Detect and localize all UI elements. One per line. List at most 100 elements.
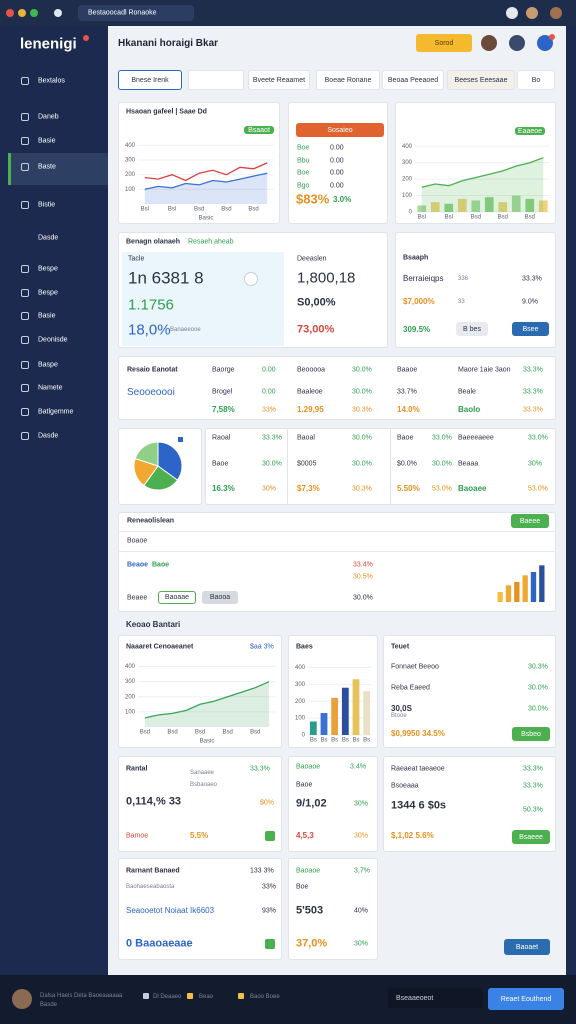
cell-value: 30.0% (352, 434, 372, 442)
button[interactable]: Sorod (416, 34, 472, 52)
cell-value: 33.0% (528, 434, 548, 442)
button[interactable]: Boeae Ronane (316, 70, 380, 90)
nav-item[interactable]: Dasde (38, 234, 59, 242)
cell-value: 53.0% (528, 485, 548, 493)
nav-indicator (8, 153, 11, 185)
nav-item[interactable]: Baspe (38, 361, 58, 369)
text: Seaooetot Noiaat Ik6603 (126, 906, 215, 915)
button[interactable]: Bnese Irenk (118, 70, 182, 90)
nav-item[interactable]: Daneb (38, 113, 59, 121)
cell-value: 30.0% (352, 388, 372, 396)
row-label: Boe (297, 144, 310, 152)
text: Rantal (126, 765, 148, 773)
nav-icon (21, 201, 29, 209)
icon (54, 9, 62, 17)
text: 3,7% (354, 867, 370, 875)
cell-label: Baolo (458, 405, 481, 414)
row-value: 33 (458, 299, 465, 305)
footer-link: Beao (199, 994, 214, 1000)
x-tick-label: Bsd (167, 730, 177, 736)
nav-item[interactable]: Basie (38, 137, 56, 145)
tab-title: Bestaoocadl Ronaoke (88, 9, 157, 17)
x-tick-label: Bsd (525, 215, 535, 221)
x-tick-label: Bsd (223, 730, 233, 736)
divider (118, 551, 556, 552)
button[interactable]: Bsbeo (512, 727, 550, 741)
row-label: Reba Eaeed (391, 684, 430, 692)
row-value: 9.0% (522, 298, 538, 306)
pie-slice (134, 441, 159, 467)
nav-item[interactable]: Dasde (38, 432, 59, 440)
link: Banaeeooe (170, 327, 201, 333)
cell-value: 30.0% (352, 366, 372, 374)
nav-item[interactable]: Batlgemme (38, 408, 74, 416)
y-tick-label: 100 (402, 193, 413, 199)
button[interactable]: Beeses Eeesaae (447, 70, 515, 90)
nav-item[interactable]: Bextalos (38, 77, 65, 85)
avatar (506, 7, 518, 19)
button[interactable]: Baeee (511, 514, 549, 528)
button[interactable]: Baoaae (158, 591, 196, 604)
button[interactable]: Bveete Reaamet (248, 70, 310, 90)
y-tick-label: 300 (125, 158, 136, 164)
footer-link: Baoo Boee (250, 994, 280, 1000)
button[interactable]: Reaet Eouthend (488, 988, 564, 1010)
cell-label: Beaaa (458, 460, 479, 468)
cell-label: Baorge (212, 366, 235, 374)
button[interactable]: Bsee (512, 322, 549, 336)
button[interactable]: Bsaeee (512, 830, 550, 844)
cell-label: Baeeeaeee (458, 434, 494, 442)
button[interactable]: Sosaieo (296, 123, 384, 137)
y-tick-label: 100 (295, 716, 306, 722)
cell-value: 33.3% (523, 366, 543, 374)
x-tick-label: Bsd (195, 730, 205, 736)
cell-label: 16.3% (212, 484, 235, 493)
cell-value: 33.3% (523, 406, 543, 414)
nav-item[interactable]: Bistie (38, 201, 56, 209)
cell-label: 5.50% (397, 484, 420, 493)
stat-value: 1.1756 (128, 296, 174, 314)
y-tick-label: 200 (295, 699, 306, 705)
button[interactable]: Bsaaot (244, 126, 274, 134)
nav-icon (21, 163, 29, 171)
x-tick-label: Bs (320, 738, 327, 744)
nav-item[interactable]: Deonisde (38, 336, 68, 344)
nav-item[interactable]: Bespe (38, 289, 58, 297)
row-value: 30.0% (353, 594, 373, 602)
search-input[interactable]: Bseaaeoeot (388, 988, 483, 1008)
bar (471, 200, 481, 212)
y-tick-label: 400 (125, 664, 136, 670)
row-value: 30.0% (528, 705, 548, 713)
button[interactable]: Eaaeoe (515, 127, 545, 135)
text: Bamoe (126, 832, 149, 840)
row-value: 30.0% (528, 684, 548, 692)
button[interactable]: Baooa (202, 591, 238, 604)
x-tick-label: Bs (331, 738, 338, 744)
row-label: Btooe (391, 713, 407, 719)
cell-value: 33% (262, 406, 277, 414)
button[interactable]: Baoaet (504, 939, 550, 955)
nav-item[interactable]: Bespe (38, 265, 58, 273)
cell-label: 1.29,95 (297, 405, 324, 414)
nav-icon (21, 113, 29, 121)
cell-value: 33.3% (523, 388, 543, 396)
text: 0 Baaoaeaae (126, 937, 193, 950)
card-title: Reneaolislean (127, 517, 175, 525)
window-control (30, 9, 38, 17)
button[interactable]: Bo (517, 70, 555, 90)
y-tick-label: 400 (295, 665, 306, 671)
user-name: Dalsa Haeis Deta Baoeaaaaaa (40, 993, 123, 999)
x-axis-label: Basic (200, 739, 215, 745)
nav-item[interactable]: Namete (38, 384, 63, 392)
x-tick-label: Bsd (498, 215, 508, 221)
tab-blank (188, 70, 244, 90)
nav-item[interactable]: Baste (38, 163, 56, 171)
text: 30% (354, 800, 369, 808)
button[interactable]: Beoaa Peeaoed (382, 70, 444, 90)
button[interactable]: B bes (456, 322, 488, 336)
card-title: Bsaaph (403, 254, 429, 262)
nav-item[interactable]: Basie (38, 312, 56, 320)
bar (484, 197, 494, 212)
cell-value: 30% (528, 460, 543, 468)
